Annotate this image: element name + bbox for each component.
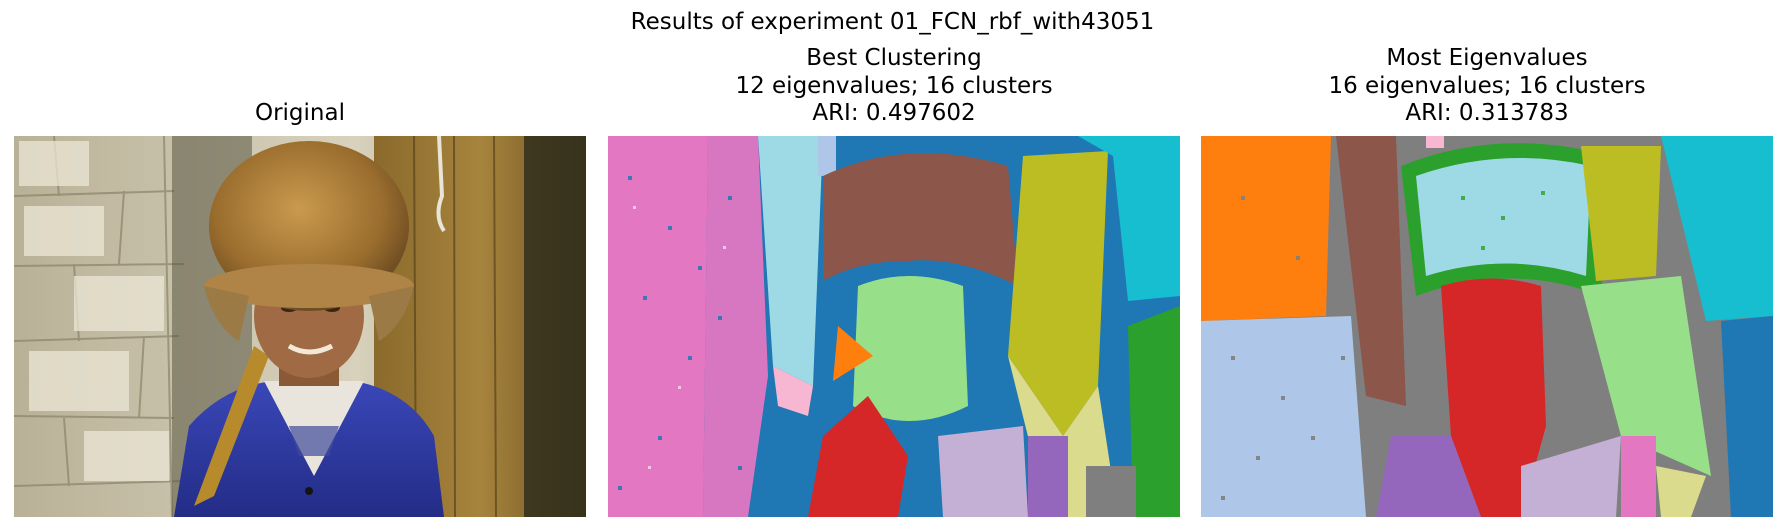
panel-most-title-line-1: Most Eigenvalues <box>1386 45 1588 71</box>
panel-best-title-line-1: Best Clustering <box>806 45 982 71</box>
most-eigenvalues-label-map <box>1201 136 1773 517</box>
figure-suptitle: Results of experiment 01_FCN_rbf_with430… <box>630 9 1155 35</box>
best-clustering-label-map <box>608 136 1180 517</box>
panel-most-title-line-3: ARI: 0.313783 <box>1405 100 1569 126</box>
panel-original-title-line-1: Original <box>254 100 345 126</box>
panel-most-title: Most Eigenvalues 16 eigenvalues; 16 clus… <box>1201 45 1773 128</box>
original-photo <box>14 136 586 517</box>
panel-most-title-line-2: 16 eigenvalues; 16 clusters <box>1328 72 1646 99</box>
panel-original-title: Original <box>14 100 586 128</box>
panel-best-title: Best Clustering 12 eigenvalues; 16 clust… <box>608 45 1180 128</box>
panel-best-title-line-2: 12 eigenvalues; 16 clusters <box>735 72 1053 99</box>
panel-best-title-line-3: ARI: 0.497602 <box>812 100 976 126</box>
